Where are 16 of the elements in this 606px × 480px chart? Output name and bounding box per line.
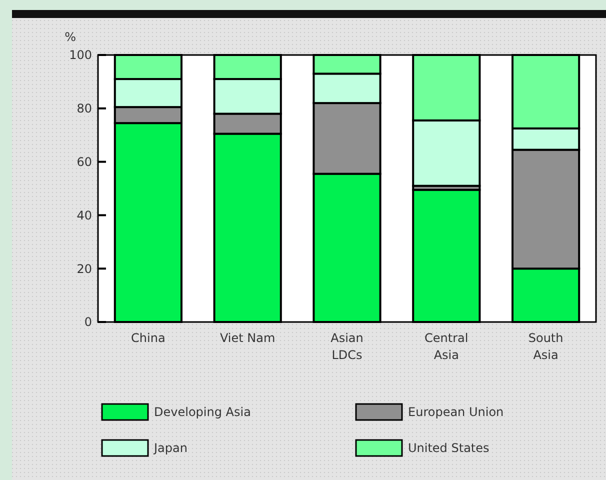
y-tick-label: 40 <box>76 208 92 222</box>
y-tick-label: 0 <box>84 315 92 330</box>
legend-label: Japan <box>153 441 188 456</box>
x-tick-label: Viet Nam <box>220 331 276 345</box>
legend-label: European Union <box>408 405 504 420</box>
legend-label: Developing Asia <box>154 405 251 420</box>
x-tick-label: China <box>131 331 166 345</box>
y-tick-label: 100 <box>69 48 92 62</box>
legend-label: United States <box>408 441 490 456</box>
x-tick-label: Asian LDCs <box>330 331 364 362</box>
y-tick-label: 60 <box>76 155 92 169</box>
y-tick-label: 20 <box>76 262 92 276</box>
x-tick-label: Central Asia <box>424 331 468 362</box>
x-tick-label: South Asia <box>528 331 564 362</box>
y-tick-label: 80 <box>76 102 92 116</box>
y-axis-title: % <box>64 30 76 44</box>
